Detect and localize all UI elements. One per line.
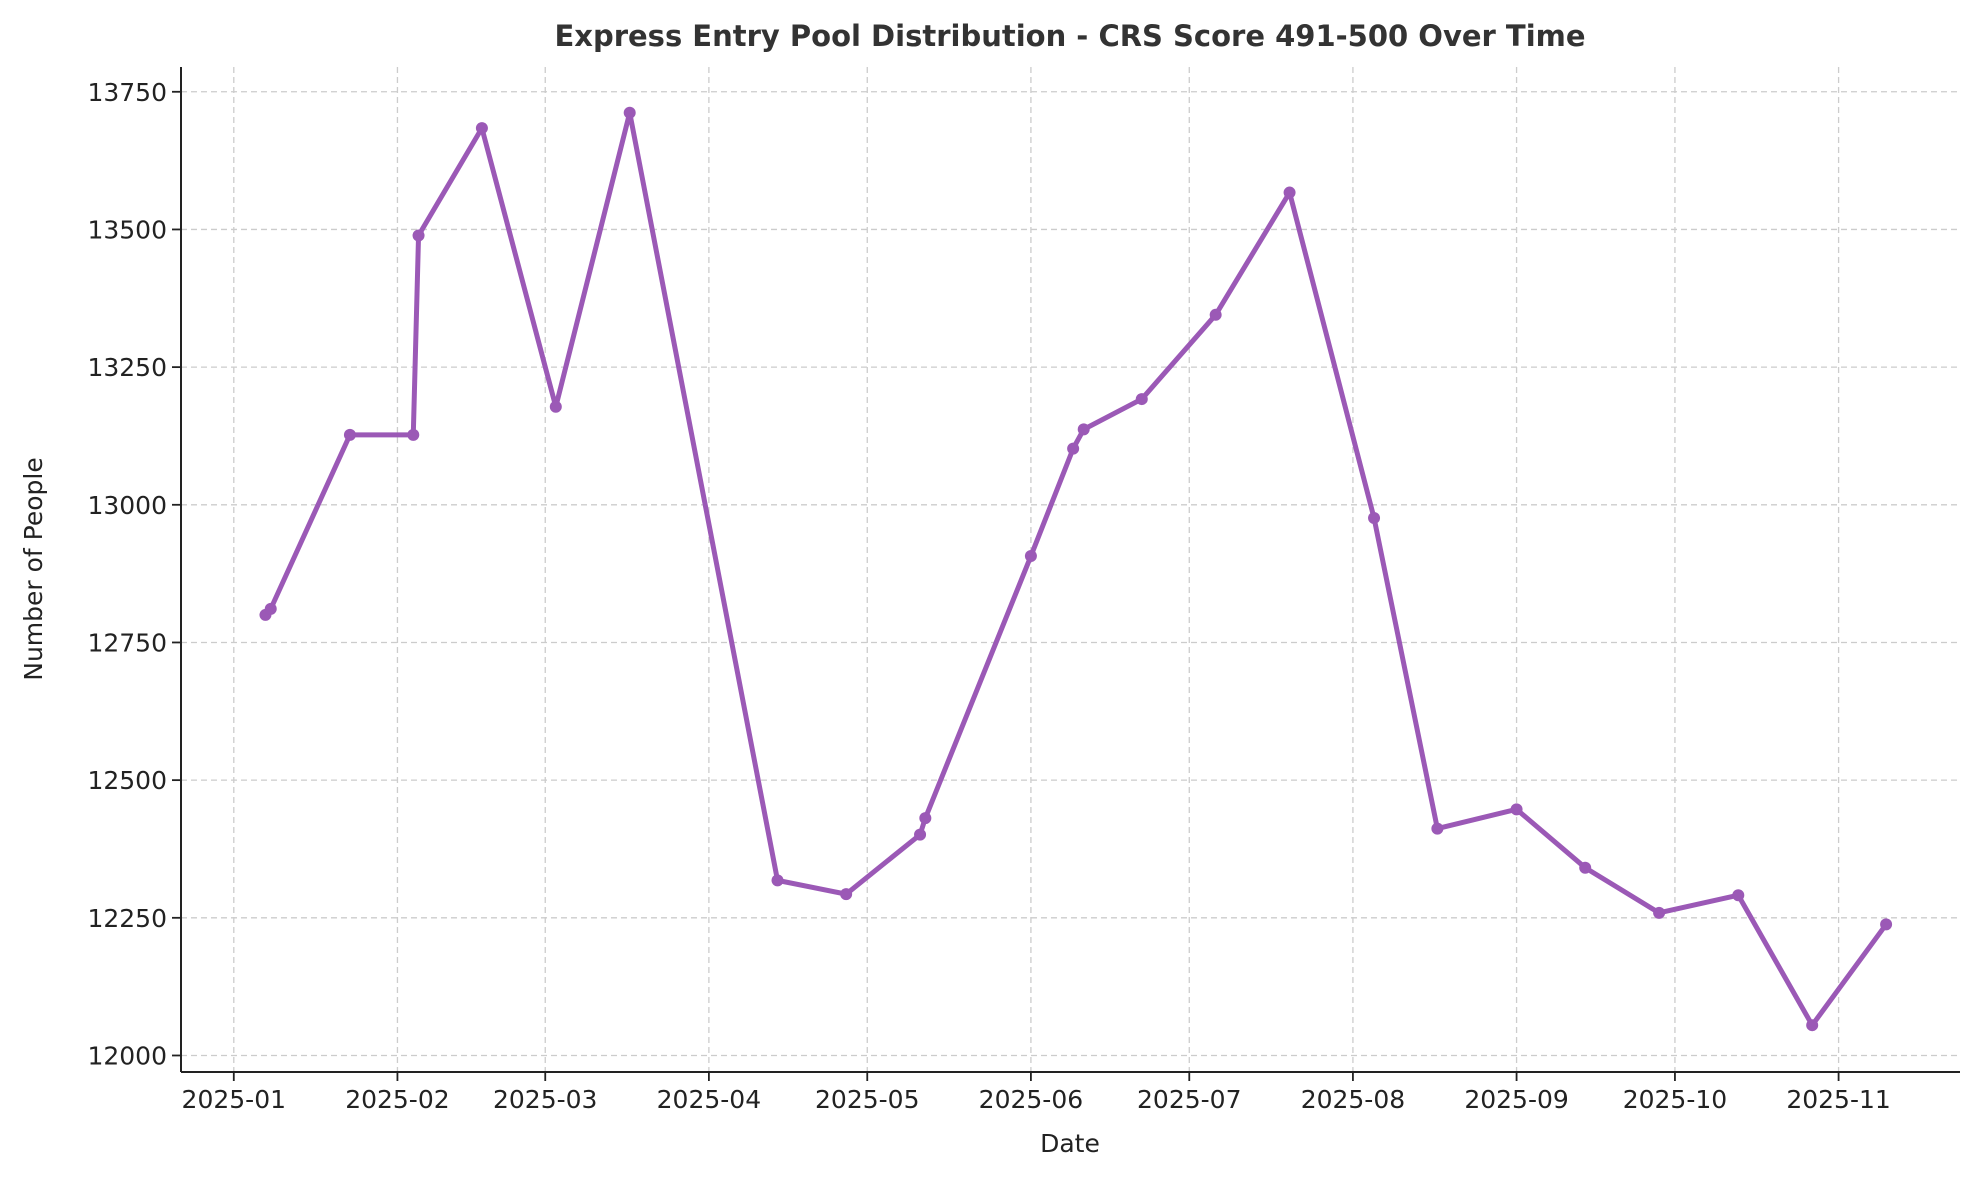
series-line [263,110,1889,1028]
x-tick-label: 2025-03 [493,1085,597,1114]
grid [181,67,1960,1072]
y-tick-label: 13250 [87,353,167,382]
x-axis-label: Date [1040,1129,1100,1158]
data-point [1283,186,1296,199]
x-tick-label: 2025-02 [345,1085,449,1114]
data-point [264,602,277,615]
y-tick-label: 13000 [87,491,167,520]
data-point [1368,512,1381,525]
data-point [1067,442,1080,455]
data-point [1806,1019,1819,1032]
data-point [1077,423,1090,436]
x-tick-label: 2025-10 [1623,1085,1727,1114]
series [259,106,1893,1032]
data-point [412,229,425,242]
data-point [475,122,488,135]
x-tick-label: 2025-11 [1786,1085,1890,1114]
data-point [1653,906,1666,919]
x-tick-label: 2025-04 [657,1085,761,1114]
data-point [549,400,562,413]
data-point [1732,889,1745,902]
y-tick-label: 12750 [87,628,167,657]
y-tick-label: 12500 [87,766,167,795]
x-tick-label: 2025-05 [815,1085,919,1114]
data-point [771,874,784,887]
data-point [343,428,356,441]
data-point [1880,918,1893,931]
y-tick-label: 13500 [87,215,167,244]
data-point [840,888,853,901]
data-point [407,428,420,441]
data-point [623,106,636,119]
y-axis-label: Number of People [19,457,48,680]
x-tick-label: 2025-01 [182,1085,286,1114]
data-point [1135,393,1148,406]
x-tick-label: 2025-07 [1137,1085,1241,1114]
x-axis-ticks: 2025-01 2025-02 2025-03 2025-04 2025-05 2025-… [182,1072,1891,1114]
y-axis-ticks: 12000 12250 12500 12750 13000 13250 13500 13750 [87,78,181,1070]
y-tick-label: 12000 [87,1041,167,1070]
x-tick-label: 2025-09 [1464,1085,1568,1114]
data-point [1024,550,1037,563]
chart-title: Express Entry Pool Distribution - CRS Sc… [554,19,1585,53]
axes [180,67,1960,1073]
data-point [1510,803,1523,816]
data-point [914,828,927,841]
data-point [1579,861,1592,874]
y-tick-label: 13750 [87,78,167,107]
data-point [1431,822,1444,835]
x-tick-label: 2025-06 [979,1085,1083,1114]
x-tick-label: 2025-08 [1301,1085,1405,1114]
y-tick-label: 12250 [87,904,167,933]
data-point [1209,308,1222,321]
data-point [919,812,932,825]
